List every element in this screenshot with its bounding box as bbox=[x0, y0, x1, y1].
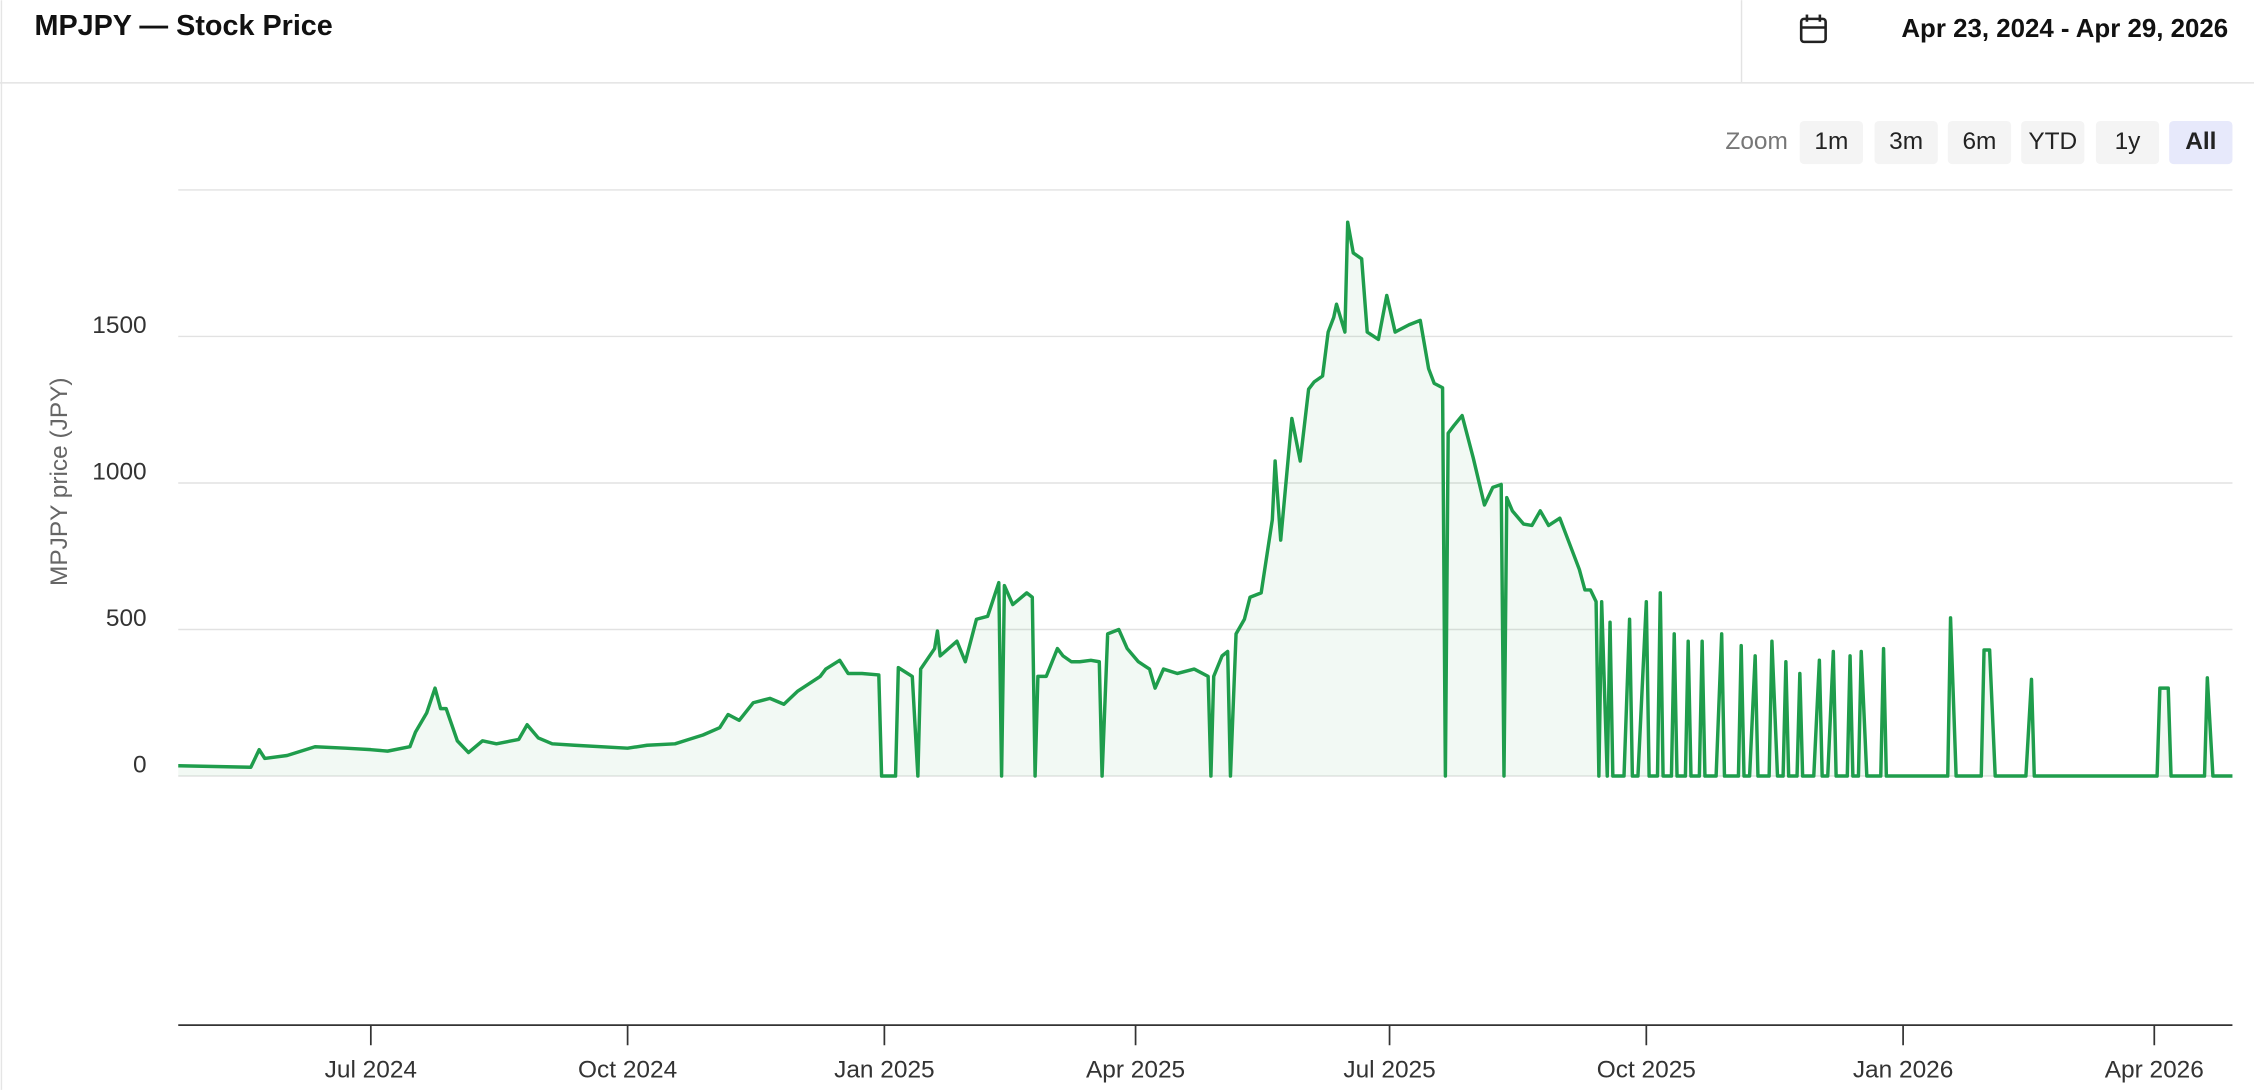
y-tick-label: 500 bbox=[106, 605, 147, 632]
price-line bbox=[178, 220, 2233, 778]
date-range[interactable]: Apr 23, 2024 - Apr 29, 2026 bbox=[1901, 15, 2228, 43]
zoom-button-label: 1m bbox=[1814, 128, 1848, 155]
zoom-button[interactable]: 1m bbox=[1799, 120, 1863, 165]
y-axis-title: MPJPY price (JPY) bbox=[46, 377, 73, 586]
y-tick-label: 1000 bbox=[92, 458, 146, 485]
zoom-button-bg bbox=[2021, 120, 2085, 165]
zoom-button[interactable]: 1y bbox=[2095, 120, 2160, 165]
zoom-button[interactable]: All bbox=[2169, 120, 2233, 165]
zoom-button-bg bbox=[1874, 120, 1938, 165]
zoom-button[interactable]: 6m bbox=[1947, 120, 2012, 165]
x-tick-label: Jan 2025 bbox=[834, 1057, 934, 1084]
plot: 0 500 1000 1500 MPJPY price (JPY) Jul 2024 Oct… bbox=[46, 189, 2233, 1084]
zoom-label: Zoom bbox=[1725, 128, 1787, 155]
x-tick-label: Jan 2026 bbox=[1853, 1057, 1954, 1084]
zoom-button-label: 3m bbox=[1889, 128, 1923, 155]
zoom-button-label: 6m bbox=[1962, 128, 1996, 155]
page-title: MPJPY — Stock Price bbox=[35, 10, 333, 42]
zoom-button-bg bbox=[2169, 120, 2233, 165]
zoom-button[interactable]: YTD bbox=[2021, 120, 2085, 165]
y-tick-label: 0 bbox=[133, 751, 147, 778]
x-tick-label: Jul 2024 bbox=[325, 1057, 417, 1084]
zoom-buttons: 1m 3m 6m YTD 1y All bbox=[1799, 120, 2233, 165]
zoom-button-label: YTD bbox=[2028, 128, 2077, 155]
x-tick-label: Oct 2025 bbox=[1597, 1057, 1696, 1084]
calendar-icon[interactable] bbox=[1799, 14, 1827, 44]
zoom-button-bg bbox=[1947, 120, 2012, 165]
y-tick-label: 1500 bbox=[92, 312, 146, 339]
x-tick-label: Jul 2025 bbox=[1343, 1057, 1435, 1084]
x-tick-label: Apr 2026 bbox=[2105, 1057, 2204, 1084]
x-tick-label: Apr 2025 bbox=[1086, 1057, 1185, 1084]
zoom-button-bg bbox=[1799, 120, 1863, 165]
zoom-button[interactable]: 3m bbox=[1874, 120, 1938, 165]
zoom-button-label: 1y bbox=[2115, 128, 2142, 155]
zoom-button-bg bbox=[2095, 120, 2160, 165]
zoom-button-label: All bbox=[2185, 128, 2216, 155]
x-tick-label: Oct 2024 bbox=[578, 1057, 677, 1084]
